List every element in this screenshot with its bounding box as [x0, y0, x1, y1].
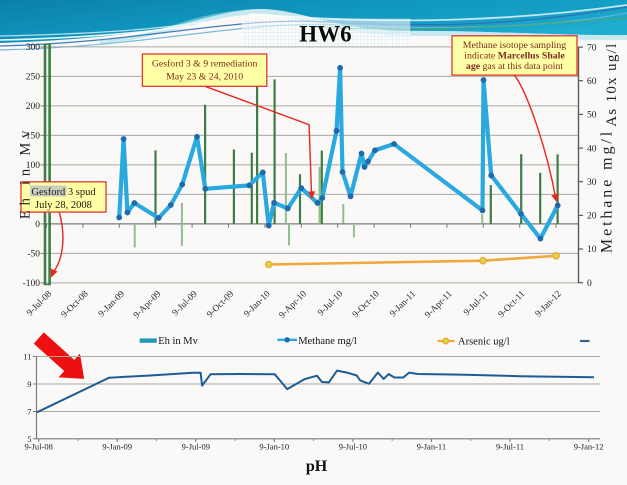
- svg-text:60: 60: [587, 77, 597, 87]
- svg-text:Methane mg/l: Methane mg/l: [298, 336, 357, 347]
- svg-text:50: 50: [587, 111, 597, 121]
- svg-text:11: 11: [23, 352, 31, 362]
- svg-text:9-Jul-09: 9-Jul-09: [182, 442, 210, 452]
- svg-text:40: 40: [587, 144, 597, 154]
- svg-text:9-Jul-11: 9-Jul-11: [496, 442, 524, 452]
- svg-text:20: 20: [587, 212, 597, 222]
- svg-text:100: 100: [26, 161, 41, 171]
- svg-text:Eh in Mv: Eh in Mv: [18, 126, 34, 219]
- svg-text:July 28, 2008: July 28, 2008: [35, 200, 92, 211]
- svg-text:5: 5: [27, 434, 31, 444]
- svg-text:Gesford 3 & 9 remediation: Gesford 3 & 9 remediation: [152, 59, 258, 70]
- svg-text:As 10x ug/l: As 10x ug/l: [604, 42, 620, 126]
- svg-text:9-Jul-08: 9-Jul-08: [25, 442, 53, 452]
- svg-text:0: 0: [35, 220, 40, 230]
- svg-text:Gesford 3 spud: Gesford 3 spud: [31, 187, 96, 198]
- svg-text:9-Jan-09: 9-Jan-09: [102, 442, 132, 452]
- svg-text:30: 30: [587, 178, 597, 188]
- svg-text:indicate Marcellus Shale: indicate Marcellus Shale: [464, 50, 565, 61]
- svg-text:300: 300: [26, 43, 41, 53]
- svg-text:age gas at this data point: age gas at this data point: [466, 61, 563, 72]
- svg-text:Eh in Mv: Eh in Mv: [158, 336, 198, 347]
- svg-text:9: 9: [27, 379, 31, 389]
- svg-text:Methane mg/l: Methane mg/l: [599, 129, 616, 253]
- svg-text:Methane isotope sampling: Methane isotope sampling: [463, 40, 566, 51]
- svg-text:9-Jan-10: 9-Jan-10: [259, 442, 289, 452]
- svg-text:9-Jan-12: 9-Jan-12: [574, 442, 604, 452]
- svg-text:70: 70: [587, 43, 597, 53]
- svg-text:-50: -50: [27, 250, 40, 260]
- svg-text:May 23 & 24, 2010: May 23 & 24, 2010: [166, 72, 243, 83]
- svg-text:Arsenic ug/l: Arsenic ug/l: [458, 337, 510, 348]
- svg-text:250: 250: [26, 73, 41, 83]
- svg-text:9-Jul-10: 9-Jul-10: [339, 442, 367, 452]
- svg-text:10: 10: [587, 245, 597, 255]
- svg-text:150: 150: [26, 132, 41, 142]
- svg-text:HW6: HW6: [299, 22, 351, 47]
- svg-text:7: 7: [27, 407, 31, 417]
- svg-text:-100: -100: [23, 279, 41, 289]
- svg-text:0: 0: [587, 279, 592, 289]
- svg-text:9-Jan-11: 9-Jan-11: [417, 442, 446, 452]
- svg-text:200: 200: [26, 102, 41, 112]
- svg-text:pH: pH: [306, 458, 328, 475]
